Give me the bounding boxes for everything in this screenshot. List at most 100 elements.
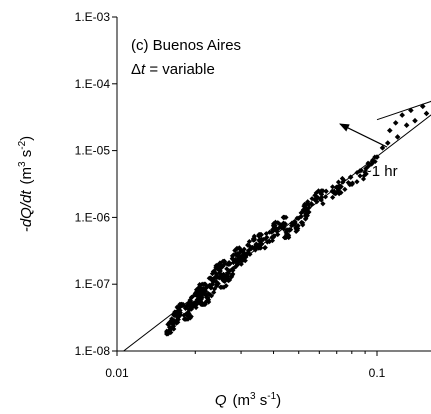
data-point: [260, 236, 266, 243]
data-point: [374, 154, 380, 160]
data-point: [181, 312, 187, 318]
data-point: [209, 277, 215, 284]
data-point: [237, 256, 243, 262]
data-point: [403, 122, 410, 129]
annotation-arrow: [339, 123, 388, 148]
y-axis-unit-post: ): [18, 136, 35, 141]
data-point: [236, 258, 242, 264]
data-point: [293, 225, 299, 231]
data-point: [313, 190, 319, 196]
data-point: [360, 176, 367, 182]
arrow-label: ~1 hr: [363, 163, 398, 180]
data-point: [198, 292, 205, 298]
data-point: [213, 279, 220, 285]
data-point: [342, 186, 348, 192]
data-point: [185, 316, 191, 322]
data-point: [303, 215, 309, 221]
data-point: [203, 285, 209, 291]
data-point: [220, 272, 227, 278]
data-point: [330, 194, 336, 201]
data-point: [229, 273, 235, 279]
y-axis-title: -dQ/dt (m3 s-2): [17, 136, 35, 232]
data-point: [185, 309, 191, 315]
data-point: [230, 259, 237, 266]
data-point: [217, 274, 223, 280]
data-point: [274, 228, 280, 235]
data-point: [293, 228, 299, 235]
data-points: [164, 100, 431, 337]
data-point: [192, 290, 198, 296]
data-point: [266, 238, 273, 245]
x-axis-unit-post: ): [276, 392, 281, 409]
data-point: [275, 231, 281, 238]
data-point: [224, 266, 230, 272]
data-point: [249, 245, 255, 251]
data-point: [199, 301, 205, 307]
data-point: [214, 274, 220, 280]
data-point: [298, 213, 304, 220]
data-point: [185, 300, 192, 307]
data-point: [230, 267, 236, 274]
data-point: [354, 170, 360, 176]
x-axis-title: Q (m3 s-1): [215, 391, 281, 409]
data-point: [223, 283, 229, 289]
data-point: [399, 112, 405, 118]
data-point: [234, 245, 240, 251]
data-point: [370, 157, 376, 163]
data-point: [423, 110, 430, 117]
data-point: [262, 245, 268, 251]
data-point: [323, 188, 329, 194]
data-point: [264, 239, 271, 245]
x-axis-unit-sup1: 3: [250, 391, 256, 402]
data-point: [199, 294, 205, 300]
data-point: [220, 276, 226, 283]
data-point: [314, 199, 320, 205]
data-point: [171, 317, 177, 324]
data-point: [335, 179, 342, 185]
data-point: [384, 140, 391, 146]
data-point: [197, 282, 203, 288]
data-point: [337, 185, 343, 191]
data-point: [214, 283, 220, 289]
delta-variable: t: [141, 61, 146, 78]
data-point: [298, 219, 305, 226]
data-point: [361, 173, 367, 179]
data-point: [220, 263, 226, 269]
data-point: [282, 221, 288, 227]
data-point: [349, 181, 355, 188]
data-point: [269, 229, 275, 235]
data-point: [189, 294, 196, 300]
data-point: [312, 196, 318, 202]
data-point: [206, 282, 213, 288]
y-ticks: 1.E-08 1.E-07 1.E-06 1.E-05 1.E-04 1.E-03: [75, 10, 117, 358]
data-point: [251, 235, 257, 241]
y-axis-unit-mid: s: [18, 150, 35, 162]
data-point: [285, 231, 291, 238]
x-ticks: 0.01 0.1: [105, 351, 386, 380]
data-point: [230, 252, 237, 258]
y-axis-unit-sup1: 3: [17, 161, 28, 167]
panel-sublabel: Δt = variable: [131, 61, 215, 78]
x-axis-unit-mid: s: [256, 392, 268, 409]
data-point: [264, 234, 270, 240]
x-tick-label: 0.1: [369, 366, 386, 380]
data-point: [272, 222, 278, 229]
data-point: [354, 179, 360, 185]
data-point: [205, 298, 211, 304]
panel-label: (c) Buenos Aires: [131, 37, 241, 54]
data-point: [168, 326, 174, 332]
data-point: [318, 197, 324, 203]
data-point: [306, 209, 312, 215]
data-point: [171, 312, 177, 319]
data-point: [340, 179, 346, 185]
delta-symbol: Δ: [131, 61, 141, 78]
data-point: [318, 194, 325, 200]
data-point: [209, 281, 216, 288]
data-point: [180, 301, 186, 308]
data-point: [211, 289, 217, 295]
data-point: [206, 275, 212, 281]
data-point: [181, 316, 187, 322]
data-point: [369, 161, 375, 167]
data-point: [170, 323, 177, 329]
data-point: [280, 214, 286, 220]
